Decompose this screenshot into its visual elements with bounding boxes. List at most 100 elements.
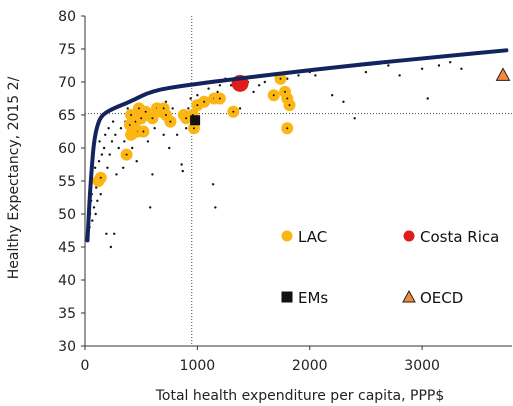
data-point-country: [257, 84, 261, 87]
y-tick-label: 45: [58, 240, 76, 256]
x-tick-label: 0: [81, 358, 90, 374]
data-point-country: [110, 140, 114, 143]
data-point-country: [187, 107, 190, 110]
data-point-country: [314, 74, 317, 77]
frontier-line: [85, 48, 509, 243]
data-point-lac-center: [185, 117, 188, 120]
data-point-country: [364, 70, 368, 74]
data-point-country: [108, 153, 111, 156]
data-point-country: [99, 193, 102, 196]
data-point-lac-center: [196, 104, 199, 107]
y-tick-label: 35: [58, 306, 76, 322]
x-tick-label: 3000: [404, 358, 440, 374]
data-point-ems: [190, 115, 201, 126]
data-point-country: [151, 173, 154, 176]
data-point-country: [238, 107, 242, 110]
data-point-country: [111, 120, 115, 123]
legend-marker-ems: [281, 291, 293, 303]
data-point-country: [437, 64, 441, 67]
y-tick-label: 60: [58, 141, 76, 157]
data-point-country: [218, 84, 222, 87]
data-point-country: [126, 107, 129, 110]
tick-labels: 30 35 40 45 50 55 60 65 70 75 80 0 1000 2000 3000: [58, 9, 440, 374]
data-point-country: [114, 133, 117, 136]
legend-marker-lac: [281, 230, 293, 242]
data-point-country: [196, 94, 199, 97]
efficiency-frontier: [85, 48, 509, 243]
y-tick-label: 70: [58, 75, 76, 91]
data-point-lac-center: [284, 90, 287, 93]
data-point-country: [93, 166, 97, 169]
data-point-country: [207, 87, 210, 90]
legend-label-ems: EMs: [298, 289, 328, 307]
data-point-lac-center: [164, 114, 167, 116]
data-point-country: [448, 61, 452, 64]
data-point-country: [109, 245, 113, 249]
x-axis-label: Total health expenditure per capita, PPP…: [155, 388, 445, 404]
y-tick-label: 65: [58, 108, 76, 124]
y-axis-label: Healthy Expectancy, 2015 2/: [6, 76, 22, 279]
data-point-country: [214, 206, 217, 209]
data-point-lac-center: [151, 117, 154, 120]
data-point-country: [342, 100, 345, 104]
legend-label-lac: LAC: [298, 228, 327, 246]
data-point-country: [229, 84, 233, 87]
data-point-country: [104, 133, 107, 136]
data-point-country: [122, 166, 125, 169]
data-point-oecd: [495, 67, 511, 81]
data-point-lac-center: [286, 97, 289, 100]
data-point-country: [153, 127, 156, 130]
data-point-country: [252, 90, 255, 94]
data-point-lac-center: [142, 130, 145, 133]
data-point-lac-center: [192, 127, 195, 130]
data-point-lac-center: [288, 104, 291, 107]
data-point-country: [164, 100, 168, 104]
y-tick-label: 75: [58, 42, 76, 58]
data-point-country: [105, 232, 108, 235]
data-point-lac-center: [99, 176, 102, 179]
data-point-country: [420, 67, 424, 71]
data-point-country: [97, 160, 101, 163]
data-point-country: [216, 90, 219, 94]
data-point-country: [117, 146, 120, 150]
data-points: [87, 61, 511, 249]
x-tick-label: 1000: [180, 358, 216, 374]
legend-marker-oecd: [402, 289, 416, 303]
data-point-lac-center: [286, 127, 289, 130]
data-point-lac-center: [137, 107, 140, 110]
data-point-country: [123, 140, 126, 143]
y-tick-label: 55: [58, 174, 76, 190]
data-point-country: [95, 186, 98, 189]
y-tick-label: 80: [58, 9, 76, 25]
data-point-country: [130, 146, 134, 150]
data-point-country: [102, 146, 106, 150]
data-point-lac-center: [140, 117, 143, 120]
data-point-country: [91, 219, 94, 222]
legend-marker-costa-rica: [403, 230, 415, 242]
data-point-country: [119, 127, 123, 130]
data-point-country: [353, 117, 356, 120]
data-point-lac-center: [203, 100, 206, 103]
data-point-country: [426, 97, 429, 100]
data-point-country: [146, 140, 150, 143]
data-point-country: [398, 74, 401, 77]
data-point-lac-center: [218, 97, 221, 100]
data-point-country: [175, 133, 179, 136]
x-tick-label: 2000: [292, 358, 328, 374]
data-point-country: [180, 163, 183, 166]
data-point-lac-center: [130, 114, 133, 116]
data-point-country: [92, 206, 96, 209]
data-point-country: [263, 80, 266, 84]
data-point-country: [168, 146, 171, 150]
data-point-country: [115, 173, 118, 176]
data-point-country: [171, 107, 174, 110]
data-point-country: [211, 183, 215, 186]
data-point-lac-center: [272, 94, 275, 97]
data-point-country: [96, 199, 99, 202]
axes: [81, 15, 512, 350]
data-point-country: [184, 127, 188, 130]
data-point-country: [387, 64, 390, 67]
data-point-country: [331, 94, 334, 97]
data-point-country: [297, 74, 300, 77]
